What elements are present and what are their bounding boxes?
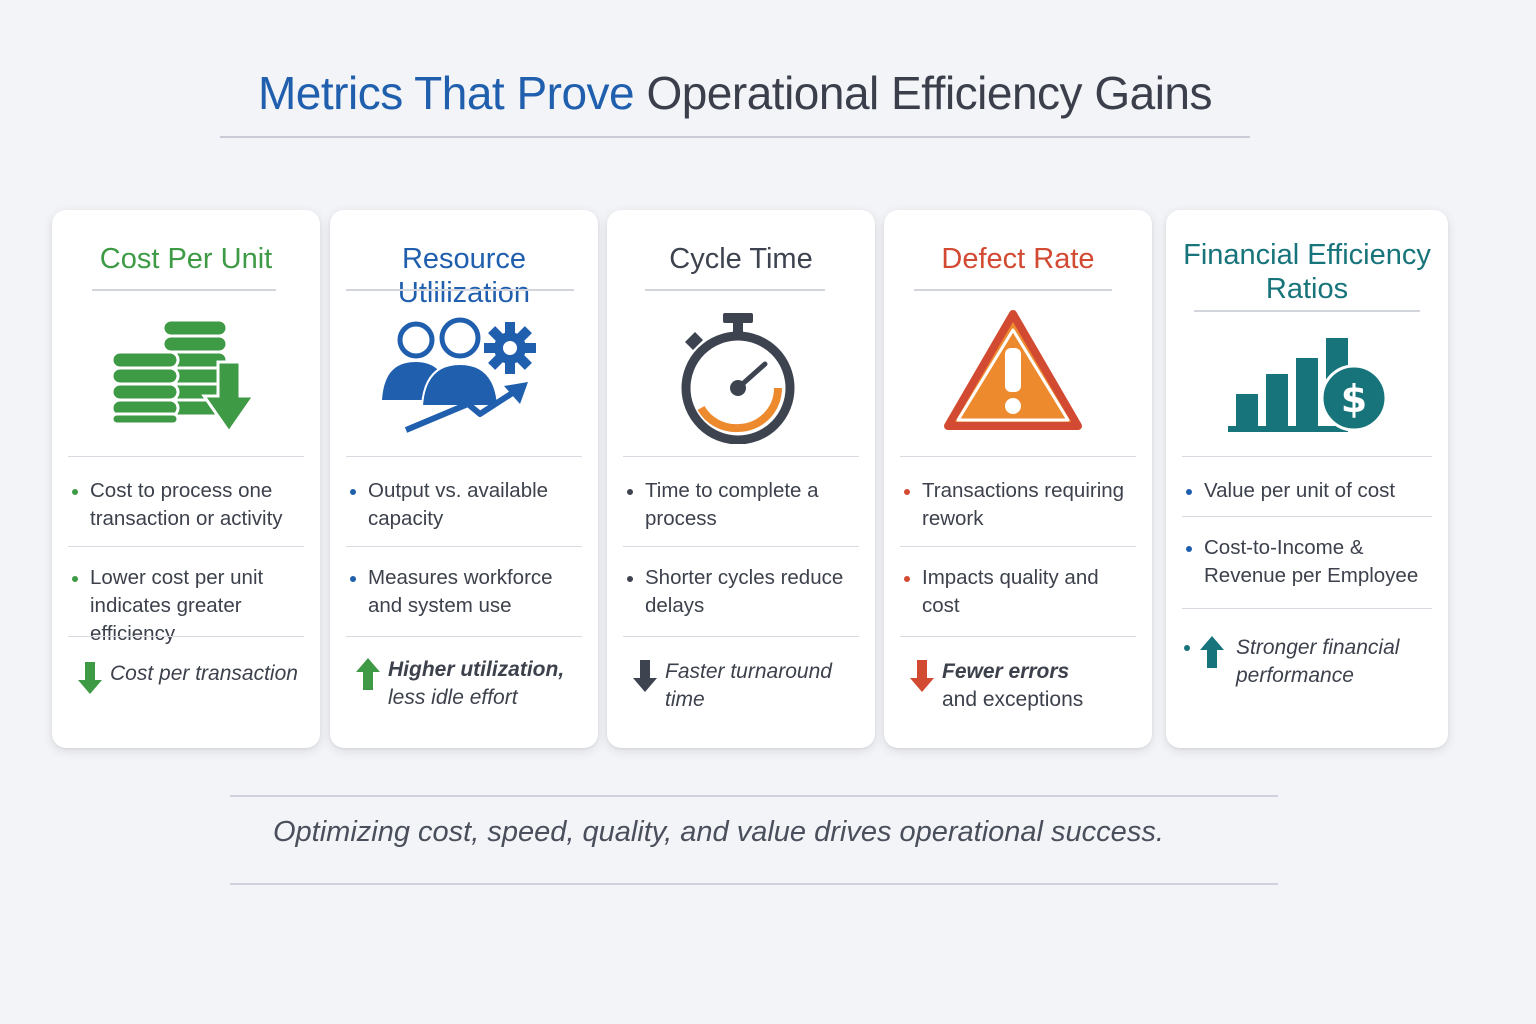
arrow-down-icon: [633, 660, 657, 692]
people-gear-icon: [382, 317, 536, 433]
card-title: Cycle Time: [669, 243, 813, 275]
highlight-text: Faster turnaround time: [665, 660, 832, 711]
highlight-text: Cost per transaction: [110, 662, 298, 685]
bullet-item: Shorter cycles reduce delays: [627, 564, 863, 620]
bullet-dot: [904, 576, 910, 582]
bullet-dot: [627, 576, 633, 582]
bullet-dot: [72, 576, 78, 582]
divider: [346, 456, 582, 457]
bullet-item: Measures workforce and system use: [350, 564, 586, 620]
footer-tagline: Optimizing cost, speed, quality, and val…: [273, 816, 1164, 848]
bullet-item: Transactions requiring rework: [904, 477, 1140, 533]
divider: [900, 546, 1136, 547]
bullet-text: Impacts quality and cost: [922, 566, 1099, 617]
footer-divider-top: [230, 795, 1278, 797]
card-financial-efficiency: Financial Efficiency Ratios $ Value per …: [1166, 210, 1448, 748]
footer-divider-bottom: [230, 883, 1278, 885]
divider: [68, 636, 304, 637]
bullet-text: Measures workforce and system use: [368, 566, 553, 617]
divider: [346, 546, 582, 547]
bullet-dot: [350, 576, 356, 582]
card-cost-per-unit: Cost Per Unit Cost to process one transa…: [52, 210, 320, 748]
svg-text:$: $: [1341, 377, 1367, 421]
highlight-text: less idle effort: [388, 686, 518, 709]
bullet-text: Lower cost per unit indicates greater ef…: [90, 566, 264, 645]
page-title-main: Operational Efficiency Gains: [646, 67, 1212, 119]
title-underline: [914, 289, 1112, 291]
bullet-text: Time to complete a process: [645, 479, 819, 530]
highlight-text-bold: Higher utilization,: [388, 658, 565, 681]
stopwatch-icon: [681, 313, 795, 444]
title-divider: [220, 136, 1250, 138]
divider: [900, 636, 1136, 637]
bullet-text: Transactions requiring rework: [922, 479, 1125, 530]
divider: [346, 636, 582, 637]
bullet-item: Cost to process one transaction or activ…: [72, 477, 308, 533]
highlight-text: Stronger financial performance: [1236, 636, 1400, 687]
card-title: Cost Per Unit: [99, 243, 273, 275]
card-cycle-time: Cycle Time Time to complete a process Sh…: [607, 210, 875, 748]
divider: [1182, 456, 1432, 457]
highlight: Higher utilization, less idle effort: [354, 656, 590, 712]
arrow-up-icon: [356, 658, 380, 690]
bullet-text: Cost-to-Income & Revenue per Employee: [1204, 536, 1419, 587]
page-title: Metrics That Prove Operational Efficienc…: [220, 66, 1250, 120]
divider: [1182, 516, 1432, 517]
bullet-dot: [72, 489, 78, 495]
divider: [623, 456, 859, 457]
bullet-dot: [1186, 546, 1192, 552]
bullet-dot: [627, 489, 633, 495]
bullet-item: Cost-to-Income & Revenue per Employee: [1186, 534, 1436, 590]
bullet-item: Impacts quality and cost: [904, 564, 1140, 620]
card-resource-utilization: Resource Utlilization Output vs. ava: [330, 210, 598, 748]
highlight: Cost per transaction: [76, 660, 312, 694]
bullet-item: Value per unit of cost: [1186, 477, 1436, 505]
bullet-item: Output vs. available capacity: [350, 477, 586, 533]
title-underline: [346, 289, 574, 291]
divider: [623, 636, 859, 637]
bullet-item: Lower cost per unit indicates greater ef…: [72, 564, 308, 648]
card-title: Financial Efficiency Ratios: [1183, 239, 1431, 305]
highlight: Faster turnaround time: [631, 658, 867, 714]
page-title-accent: Metrics That Prove: [257, 67, 635, 119]
highlight: Fewer errors and exceptions: [908, 658, 1144, 714]
divider: [900, 456, 1136, 457]
divider: [1182, 608, 1432, 609]
title-underline: [645, 289, 825, 291]
warning-icon: [944, 310, 1082, 430]
bullet-item: Time to complete a process: [627, 477, 863, 533]
bullet-text: Output vs. available capacity: [368, 479, 549, 530]
title-underline: [92, 289, 276, 291]
highlight-text-bold: Fewer errors: [942, 660, 1070, 683]
bullet-text: Value per unit of cost: [1204, 479, 1396, 502]
divider: [68, 456, 304, 457]
bullet-dot: [1186, 489, 1192, 495]
bullet-dot: [904, 489, 910, 495]
bullet-dot: [350, 489, 356, 495]
bullet-dot: [1184, 645, 1190, 651]
divider: [68, 546, 304, 547]
card-defect-rate: Defect Rate Transactions requiring rewor…: [884, 210, 1152, 748]
bullet-text: Shorter cycles reduce delays: [645, 566, 844, 617]
card-title: Resource Utlilization: [397, 243, 531, 309]
divider: [623, 546, 859, 547]
highlight: Stronger financial performance: [1184, 634, 1440, 690]
title-underline: [1194, 310, 1420, 312]
bullet-text: Cost to process one transaction or activ…: [90, 479, 283, 530]
coins-down-icon: [110, 318, 257, 434]
arrow-down-icon: [910, 660, 934, 692]
arrow-up-icon: [1200, 636, 1224, 668]
arrow-down-icon: [78, 662, 102, 694]
chart-dollar-icon: $: [1228, 338, 1388, 432]
highlight-text: and exceptions: [942, 688, 1084, 711]
card-title: Defect Rate: [941, 243, 1095, 275]
